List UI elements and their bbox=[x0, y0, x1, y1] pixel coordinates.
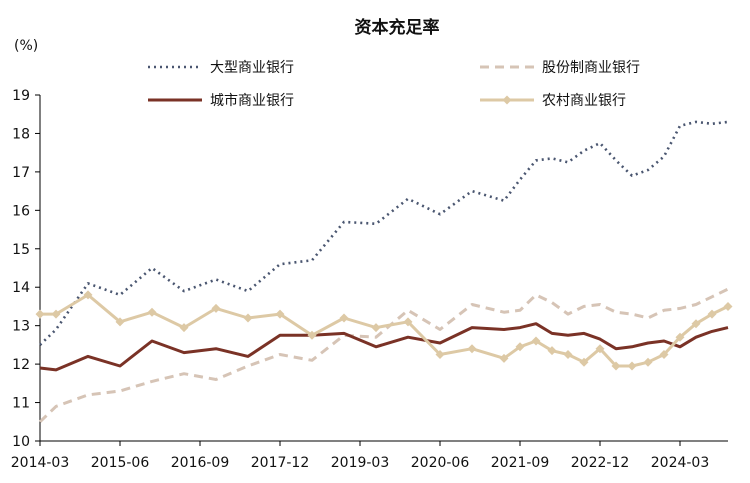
y-tick-label: 15 bbox=[12, 242, 30, 258]
data-point bbox=[579, 357, 589, 367]
y-unit-label: (%) bbox=[14, 38, 38, 54]
x-tick-label: 2024-03 bbox=[651, 455, 710, 471]
data-point bbox=[115, 317, 125, 327]
data-point bbox=[531, 336, 541, 346]
data-point bbox=[595, 344, 605, 354]
x-tick-label: 2016-09 bbox=[171, 455, 230, 471]
data-point bbox=[499, 353, 509, 363]
y-tick-label: 11 bbox=[12, 396, 30, 412]
x-tick-label: 2021-09 bbox=[491, 455, 550, 471]
legend-label: 股份制商业银行 bbox=[542, 60, 640, 76]
x-tick-label: 2015-06 bbox=[91, 455, 150, 471]
chart-title: 资本充足率 bbox=[355, 17, 440, 38]
series-line bbox=[40, 293, 729, 368]
data-point bbox=[691, 319, 701, 329]
legend-label: 城市商业银行 bbox=[210, 92, 294, 109]
data-point bbox=[211, 303, 221, 313]
data-point bbox=[35, 309, 45, 319]
x-tick-label: 2014-03 bbox=[11, 455, 70, 471]
data-point bbox=[51, 309, 61, 319]
data-point bbox=[179, 323, 189, 333]
y-tick-label: 18 bbox=[12, 126, 30, 142]
x-tick-label: 2022-12 bbox=[571, 455, 630, 471]
data-point bbox=[371, 323, 381, 333]
x-tick-label: 2017-12 bbox=[251, 455, 310, 471]
series-4 bbox=[35, 290, 733, 371]
series-line bbox=[38, 287, 729, 423]
axes: 10 11 12 13 14 15 16 17 18 19 2014-03 2015-06 2016-0… bbox=[11, 88, 728, 471]
data-point bbox=[563, 350, 573, 359]
y-tick-label: 13 bbox=[12, 319, 30, 335]
data-point bbox=[339, 313, 349, 323]
data-point bbox=[611, 361, 621, 371]
legend-label: 大型商业银行 bbox=[210, 60, 294, 76]
series-line bbox=[39, 322, 729, 372]
legend-item: 股份制商业银行 bbox=[480, 60, 640, 76]
legend-item: 大型商业银行 bbox=[148, 60, 294, 76]
y-tick-label: 12 bbox=[12, 357, 30, 373]
data-point bbox=[147, 307, 157, 317]
data-point bbox=[435, 350, 445, 359]
data-point bbox=[467, 344, 477, 354]
legend-item: 农村商业银行 bbox=[480, 93, 626, 109]
series-layer bbox=[35, 120, 733, 423]
data-point bbox=[83, 290, 93, 300]
y-tick-label: 19 bbox=[12, 88, 30, 104]
legend-label: 农村商业银行 bbox=[542, 93, 626, 109]
data-point bbox=[643, 357, 653, 367]
series-3 bbox=[39, 322, 729, 372]
legend-marker bbox=[502, 95, 512, 105]
y-tick-label: 14 bbox=[12, 280, 30, 296]
data-point bbox=[243, 313, 253, 323]
series-line bbox=[39, 120, 729, 346]
series-2 bbox=[38, 287, 729, 423]
y-tick-label: 10 bbox=[12, 434, 30, 450]
y-tick-label: 16 bbox=[12, 203, 30, 219]
y-tick-label: 17 bbox=[12, 165, 30, 181]
x-tick-label: 2020-06 bbox=[411, 455, 470, 471]
data-point bbox=[547, 346, 557, 356]
legend-item: 城市商业银行 bbox=[148, 92, 294, 109]
x-tick-label: 2019-03 bbox=[331, 455, 390, 471]
data-point bbox=[707, 309, 717, 319]
data-point bbox=[515, 342, 525, 352]
data-point bbox=[675, 332, 685, 342]
data-point bbox=[659, 350, 669, 359]
data-point bbox=[307, 330, 317, 340]
data-point bbox=[275, 309, 285, 319]
data-point bbox=[627, 361, 637, 371]
data-point bbox=[723, 301, 733, 311]
series-1 bbox=[39, 120, 729, 346]
data-point bbox=[403, 317, 413, 327]
